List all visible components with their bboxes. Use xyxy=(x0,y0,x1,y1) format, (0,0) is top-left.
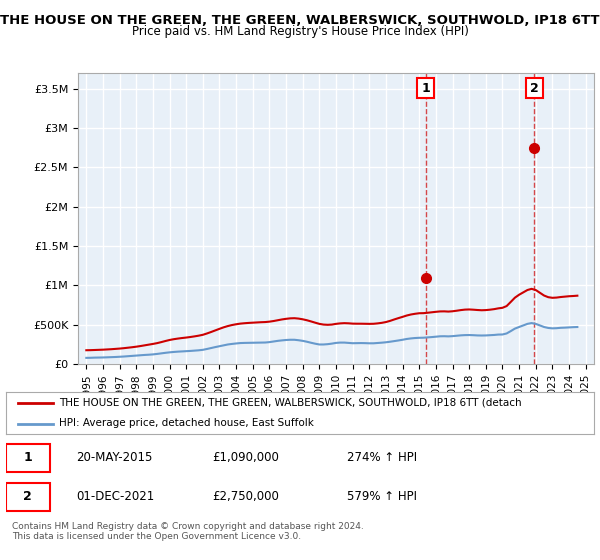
Text: 579% ↑ HPI: 579% ↑ HPI xyxy=(347,491,417,503)
Text: HPI: Average price, detached house, East Suffolk: HPI: Average price, detached house, East… xyxy=(59,418,314,428)
Text: 1: 1 xyxy=(421,82,430,95)
Text: 01-DEC-2021: 01-DEC-2021 xyxy=(77,491,155,503)
Text: 20-MAY-2015: 20-MAY-2015 xyxy=(77,451,153,464)
Text: Price paid vs. HM Land Registry's House Price Index (HPI): Price paid vs. HM Land Registry's House … xyxy=(131,25,469,38)
Text: 274% ↑ HPI: 274% ↑ HPI xyxy=(347,451,417,464)
Text: 2: 2 xyxy=(530,82,539,95)
Text: 2: 2 xyxy=(23,491,32,503)
Text: Contains HM Land Registry data © Crown copyright and database right 2024.
This d: Contains HM Land Registry data © Crown c… xyxy=(12,522,364,542)
FancyBboxPatch shape xyxy=(6,444,50,472)
Text: 1: 1 xyxy=(23,451,32,464)
FancyBboxPatch shape xyxy=(6,483,50,511)
Text: THE HOUSE ON THE GREEN, THE GREEN, WALBERSWICK, SOUTHWOLD, IP18 6TT: THE HOUSE ON THE GREEN, THE GREEN, WALBE… xyxy=(0,14,600,27)
Text: £1,090,000: £1,090,000 xyxy=(212,451,278,464)
Text: THE HOUSE ON THE GREEN, THE GREEN, WALBERSWICK, SOUTHWOLD, IP18 6TT (detach: THE HOUSE ON THE GREEN, THE GREEN, WALBE… xyxy=(59,398,521,408)
Text: £2,750,000: £2,750,000 xyxy=(212,491,278,503)
